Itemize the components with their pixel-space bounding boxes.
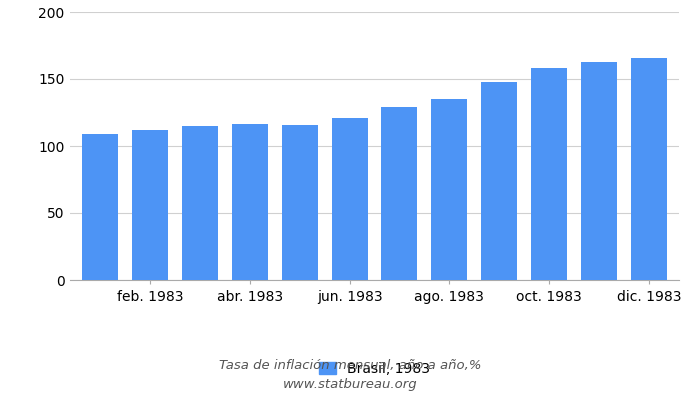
Bar [431, 99, 468, 280]
Bar [631, 58, 667, 280]
Bar [531, 68, 567, 280]
Text: Tasa de inflación mensual, año a año,%: Tasa de inflación mensual, año a año,% [218, 360, 482, 372]
Bar [332, 118, 368, 280]
Bar [132, 130, 168, 280]
Bar [232, 124, 267, 280]
Bar [281, 125, 318, 280]
Bar [581, 62, 617, 280]
Bar [82, 134, 118, 280]
Text: www.statbureau.org: www.statbureau.org [283, 378, 417, 391]
Legend: Brasil, 1983: Brasil, 1983 [319, 362, 430, 376]
Bar [382, 107, 417, 280]
Bar [182, 126, 218, 280]
Bar [482, 82, 517, 280]
